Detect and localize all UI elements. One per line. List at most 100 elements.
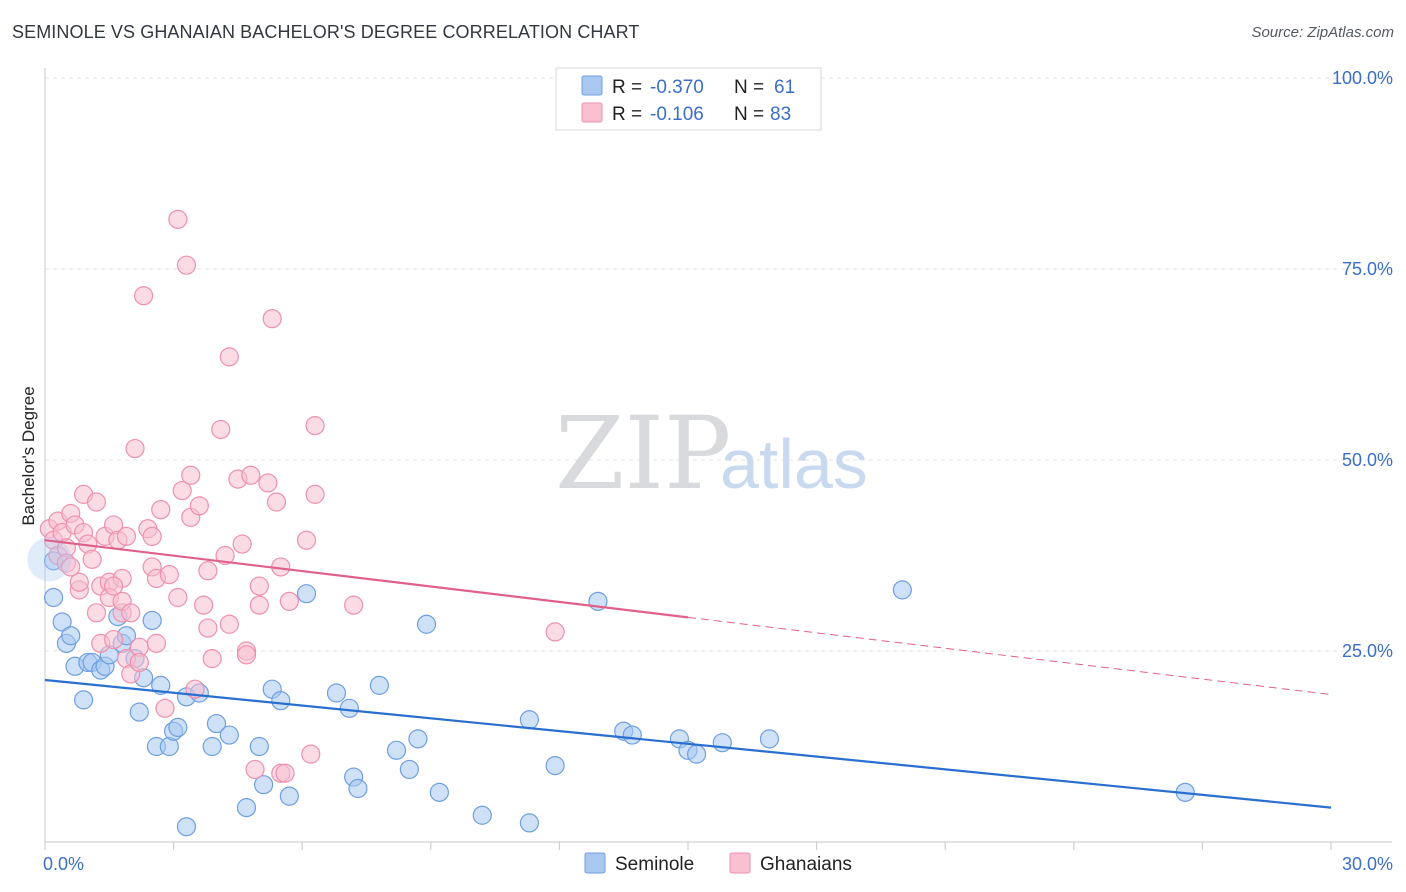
y-tick-label: 25.0% — [1342, 641, 1393, 661]
seminole-point — [348, 778, 368, 799]
bottom-legend-ghanaians-label: Ghanaians — [760, 854, 852, 875]
ghanaians-point — [275, 763, 295, 783]
x-tick-labels: 0.0% 30.0% — [43, 854, 1393, 874]
seminole-point — [168, 717, 188, 738]
legend-ghanaians-n-label: N = — [734, 104, 764, 125]
ghanaians-point — [194, 595, 214, 615]
seminole-point — [219, 725, 239, 745]
gridlines — [45, 77, 1392, 652]
legend-seminole-n-label: N = — [734, 77, 764, 98]
ghanaians-point — [151, 500, 171, 520]
ghanaians-point — [262, 309, 282, 329]
seminole-point — [429, 782, 449, 802]
seminole-point — [151, 675, 171, 695]
x-tick-label: 30.0% — [1342, 854, 1393, 874]
chart-title: SEMINOLE VS GHANAIAN BACHELOR'S DEGREE C… — [12, 22, 640, 42]
data-points — [27, 209, 1195, 837]
ghanaians-point — [116, 526, 137, 547]
ghanaians-point — [301, 744, 321, 764]
seminole-point — [759, 729, 780, 749]
ghanaians-point — [159, 564, 179, 585]
bottom-legend-seminole-label: Seminole — [615, 854, 694, 875]
ghanaians-point — [129, 652, 149, 673]
ghanaians-point — [232, 534, 252, 554]
legend-ghanaians-n-value: 83 — [770, 104, 791, 125]
seminole-point — [249, 736, 269, 757]
y-tick-label: 100.0% — [1332, 68, 1393, 88]
seminole-trend-line — [44, 678, 1332, 809]
seminole-point — [622, 725, 642, 745]
legend-seminole-r-label: R = — [612, 77, 642, 98]
seminole-point — [142, 610, 162, 631]
legend-ghanaians-r-value: -0.106 — [650, 104, 704, 125]
seminole-point — [519, 710, 539, 730]
axes — [44, 68, 1392, 850]
ghanaians-point — [176, 255, 197, 275]
ghanaians-point — [266, 492, 287, 512]
ghanaians-point — [296, 530, 317, 550]
seminole-point — [279, 786, 299, 806]
ghanaians-point — [82, 549, 102, 569]
bottom-legend-ghanaians-swatch — [729, 852, 751, 874]
seminole-point — [271, 691, 291, 711]
bottom-legend: Seminole Ghanaians — [584, 852, 852, 875]
seminole-point — [416, 614, 437, 634]
y-axis-title: Bachelor's Degree — [19, 386, 38, 525]
seminole-point — [296, 584, 317, 604]
seminole-point — [519, 813, 539, 833]
ghanaians-trend-line — [44, 539, 689, 619]
ghanaians-point — [198, 561, 218, 581]
ghanaians-point — [198, 618, 218, 638]
ghanaians-trend-extension — [687, 616, 1332, 696]
ghanaians-point — [61, 557, 81, 577]
seminole-point — [686, 744, 707, 764]
ghanaians-point — [249, 576, 269, 596]
seminole-point — [236, 798, 257, 818]
watermark: ZIP atlas — [555, 395, 868, 512]
y-tick-label: 75.0% — [1342, 259, 1393, 279]
ghanaians-point — [133, 286, 154, 306]
ghanaians-point — [172, 480, 192, 501]
ghanaians-point — [146, 633, 167, 653]
ghanaians-point — [215, 545, 235, 566]
ghanaians-point — [258, 473, 278, 493]
ghanaians-point — [211, 419, 231, 440]
seminole-point — [712, 733, 732, 753]
legend-seminole-swatch — [581, 75, 603, 96]
seminole-point — [43, 587, 64, 608]
x-tick-label: 0.0% — [43, 854, 84, 874]
seminole-point — [339, 698, 359, 718]
ghanaians-point — [125, 438, 145, 459]
seminole-point — [176, 817, 197, 837]
seminole-point — [545, 755, 565, 776]
trend-lines — [44, 539, 1332, 809]
seminole-point — [369, 675, 389, 695]
ghanaians-point — [202, 649, 222, 669]
ghanaians-point — [241, 465, 261, 485]
seminole-point — [408, 729, 428, 749]
seminole-point — [52, 612, 72, 632]
ghanaians-point — [249, 595, 269, 615]
seminole-point — [129, 702, 149, 722]
ghanaians-point — [103, 576, 124, 596]
watermark-zip: ZIP — [555, 395, 731, 512]
ghanaians-point — [344, 595, 364, 615]
legend-seminole-n-value: 61 — [774, 77, 795, 98]
ghanaians-point — [279, 591, 299, 611]
bottom-legend-seminole-swatch — [584, 852, 606, 874]
ghanaians-point — [219, 347, 239, 367]
ghanaians-point — [181, 465, 201, 485]
legend-seminole-r-value: -0.370 — [650, 77, 704, 98]
seminole-point — [472, 805, 492, 825]
ghanaians-point — [142, 526, 162, 547]
y-tick-labels: 25.0% 50.0% 75.0% 100.0% — [1332, 68, 1393, 661]
ghanaians-point — [545, 622, 565, 642]
ghanaians-point — [86, 603, 107, 623]
ghanaians-point — [86, 492, 107, 512]
ghanaians-point — [245, 759, 265, 780]
seminole-point — [892, 580, 912, 600]
ghanaians-point — [168, 209, 188, 229]
legend-ghanaians-swatch — [581, 102, 603, 123]
seminole-point — [254, 775, 274, 795]
